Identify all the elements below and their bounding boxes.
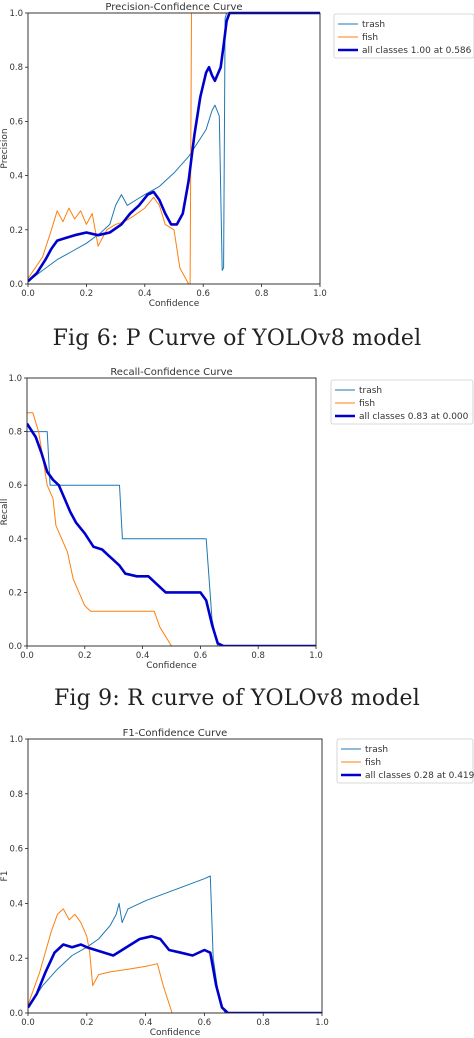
legend: trash fish all classes 0.28 at 0.419 [336,738,474,784]
y-tick-label: 0.0 [9,1009,23,1019]
legend-box [336,738,474,784]
y-tick-label: 1.0 [9,9,23,19]
y-tick-label: 0.6 [8,481,22,491]
x-tick-label: 0.0 [21,289,35,299]
x-tick-label: 1.0 [309,651,323,661]
recall-chart-panel: Recall-Confidence Curve 0.0 0.2 0.4 0.6 0.8 1.… [0,367,474,678]
y-axis-label: Precision [0,128,10,168]
y-tick-label: 0.6 [9,845,23,855]
y-tick-label: 0.4 [8,535,22,545]
chart-title: F1-Confidence Curve [123,728,228,739]
series-line-trash [28,12,320,282]
y-axis-label: Recall [0,499,10,526]
x-tick-label: 0.4 [138,289,152,299]
x-tick-label: 0.2 [78,651,92,661]
y-tick-label: 0.8 [8,428,22,438]
x-axis-label: Confidence [146,661,197,671]
x-tick-label: 0.6 [194,651,208,661]
y-tick-label: 0.4 [9,172,23,182]
x-tick-label: 0.6 [196,289,210,299]
y-tick-label: 0.4 [9,899,23,909]
series-line-all-classes [28,11,320,283]
legend-label: all classes 0.83 at 0.000 [359,412,469,422]
f1-confidence-chart: F1-Confidence Curve 0.0 0.2 0.4 0.6 0.8 1.0 0.0… [0,728,474,1038]
x-tick-label: 0.0 [21,1018,35,1028]
y-tick-label: 0.6 [9,117,23,127]
legend-label: trash [359,386,382,396]
precision-confidence-chart: Precision-Confidence Curve 0.0 0.2 0.4 0.6 0.… [0,2,474,309]
x-tick-label: 1.0 [313,289,327,299]
y-tick-label: 0.8 [9,790,23,800]
series-line-fish [28,12,320,284]
x-tick-label: 0.4 [139,1018,153,1028]
y-axis-label: F1 [0,871,10,882]
y-tick-label: 0.2 [9,954,23,964]
precision-chart-panel: Precision-Confidence Curve 0.0 0.2 0.4 0.6 0.… [0,0,474,330]
legend-label: fish [359,399,375,409]
legend-box [333,13,474,59]
series-line-all-classes [27,422,316,646]
x-tick-label: 0.2 [80,1018,94,1028]
legend-box [330,379,474,425]
plot-frame [27,738,323,1014]
legend-label: trash [362,20,385,30]
x-axis-label: Confidence [149,299,200,309]
legend-label: fish [365,758,381,768]
recall-confidence-chart: Recall-Confidence Curve 0.0 0.2 0.4 0.6 0.8 1.… [0,367,474,671]
legend: trash fish all classes 0.83 at 0.000 [330,379,474,425]
y-tick-label: 0.0 [8,642,22,652]
f1-chart-panel: F1-Confidence Curve 0.0 0.2 0.4 0.6 0.8 1.0 0.0… [0,726,474,1038]
x-tick-label: 0.8 [255,289,269,299]
x-tick-label: 1.0 [315,1018,329,1028]
x-tick-label: 0.8 [256,1018,270,1028]
series-line-all-classes [28,935,322,1013]
series-group [28,875,322,1013]
x-tick-label: 0.2 [80,289,94,299]
series-group [27,412,316,646]
plot-frame [27,12,321,285]
x-tick-label: 0.8 [251,651,265,661]
series-line-trash [28,875,322,1013]
plot-frame [26,377,317,647]
series-group [28,11,320,284]
series-line-fish [27,412,316,646]
y-tick-label: 0.2 [9,226,23,236]
caption-r-curve: Fig 9: R curve of YOLOv8 model [53,686,421,711]
legend-label: trash [365,745,388,755]
legend-label: all classes 0.28 at 0.419 [365,771,474,781]
y-tick-label: 0.0 [9,280,23,290]
x-tick-label: 0.0 [20,651,34,661]
legend-label: fish [362,33,378,43]
legend-label: all classes 1.00 at 0.586 [362,46,472,56]
chart-title: Recall-Confidence Curve [110,367,232,378]
caption-p-curve: Fig 6: P Curve of YOLOv8 model [52,326,422,351]
chart-title: Precision-Confidence Curve [105,2,242,13]
x-tick-label: 0.6 [198,1018,212,1028]
series-line-trash [27,431,316,646]
x-tick-label: 0.4 [136,651,150,661]
x-axis-label: Confidence [150,1028,201,1038]
legend: trash fish all classes 1.00 at 0.586 [333,13,474,59]
y-tick-label: 0.2 [8,588,22,598]
series-line-fish [28,908,322,1013]
y-tick-label: 1.0 [8,374,22,384]
y-tick-label: 0.8 [9,63,23,73]
y-tick-label: 1.0 [9,735,23,745]
